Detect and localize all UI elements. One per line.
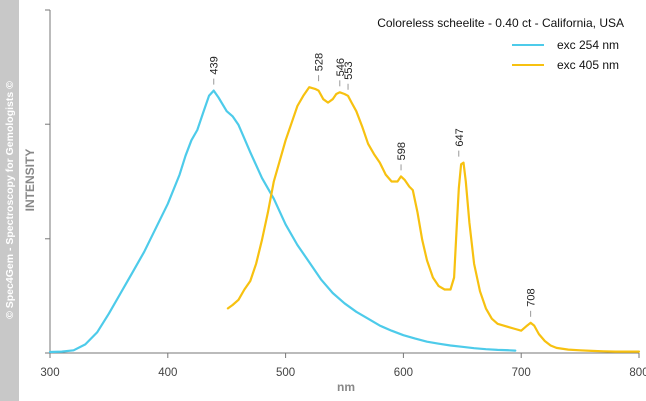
x-tick-label: 300 — [40, 367, 59, 379]
peak-label: 708 — [526, 288, 538, 306]
series-line-exc-254 — [48, 89, 517, 354]
peak-label: 546 — [335, 58, 347, 76]
series-layer — [48, 86, 641, 354]
x-axis-title: nm — [337, 380, 355, 394]
legend-label-exc-405: exc 405 nm — [557, 58, 619, 72]
legend-label-exc-254: exc 254 nm — [557, 38, 619, 52]
legend: Coloreless scheelite - 0.40 ct - Califor… — [377, 16, 624, 72]
x-tick-label: 400 — [158, 367, 177, 379]
chart-title: Coloreless scheelite - 0.40 ct - Califor… — [377, 16, 624, 30]
series-line-exc-405 — [226, 86, 641, 353]
x-tick-label: 800 — [629, 367, 646, 379]
x-tick-label: 600 — [394, 367, 413, 379]
axes — [49, 10, 639, 354]
peak-label: 439 — [209, 56, 221, 74]
x-tick-label: 500 — [276, 367, 295, 379]
watermark-bar: © Spec4Gem - Spectroscopy for Gemologist… — [0, 0, 19, 401]
x-tick-label: 700 — [512, 367, 531, 379]
peak-label: 528 — [314, 53, 326, 71]
peak-label: 598 — [396, 142, 408, 160]
peak-label: 647 — [454, 128, 466, 146]
y-axis-title: INTENSITY — [23, 149, 37, 212]
peak-label: 553 — [343, 61, 355, 79]
ticks: 300 400 500 600 700 800 — [40, 9, 646, 379]
